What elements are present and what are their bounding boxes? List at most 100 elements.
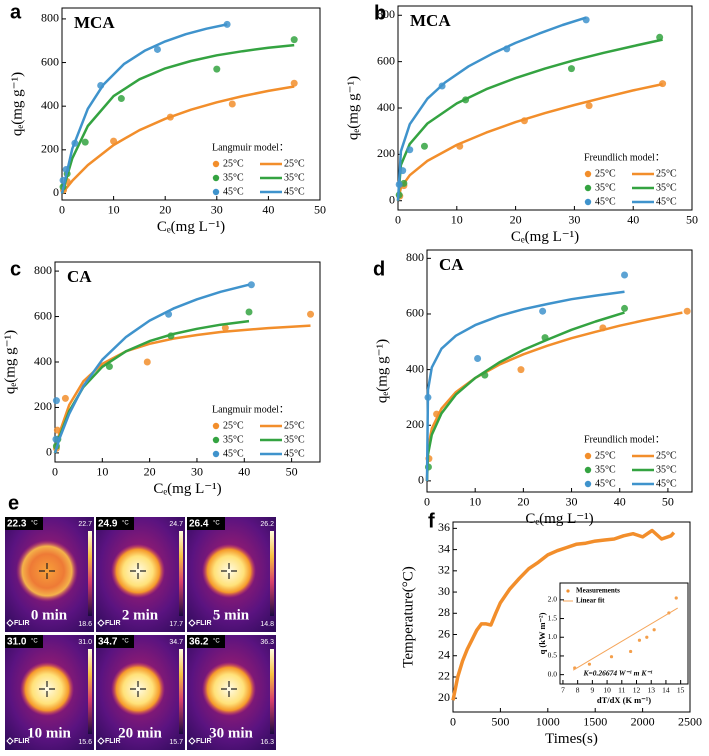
spot-box [187, 635, 225, 648]
spot-unit: °C [122, 521, 129, 527]
brand-name: FLIR [105, 738, 121, 745]
spot-box [96, 635, 134, 648]
legend-label: 45°C [595, 478, 616, 489]
spot-unit: °C [213, 521, 220, 527]
data-point [621, 304, 629, 312]
fit-curve [60, 23, 228, 194]
y-tick-label: 200 [41, 142, 59, 156]
data-point [52, 397, 60, 405]
data-point [683, 307, 691, 315]
data-point [539, 307, 547, 315]
time-label: 5 min [213, 607, 250, 623]
data-point [645, 635, 649, 639]
legend-marker [212, 422, 220, 430]
data-point [97, 81, 105, 89]
y-tick-label: 1.0 [548, 632, 558, 641]
y-tick-label: 24 [438, 647, 450, 661]
scale-min: 15.7 [169, 739, 183, 746]
x-axis-label: Cₑ(mg L⁻¹) [153, 481, 221, 497]
spot-temperature: 26.4 [189, 519, 209, 530]
data-point [609, 655, 614, 659]
data-point [165, 310, 173, 318]
brand-logo [6, 737, 14, 745]
fit-curve [396, 82, 663, 201]
x-tick-label: 9 [590, 685, 594, 694]
fit-curve [396, 38, 663, 201]
x-tick-label: 1000 [536, 715, 560, 729]
legend-label: 35°C [223, 434, 244, 445]
data-point [52, 435, 60, 443]
legend-title: Freundlich model： [584, 152, 665, 163]
scale-min: 14.8 [260, 621, 274, 628]
legend-label: 45°C [223, 186, 244, 197]
legend-label: 35°C [284, 434, 305, 445]
spot-temperature: 31.0 [7, 637, 27, 648]
y-tick-label: 1.5 [548, 613, 558, 622]
x-tick-label: 13 [647, 685, 655, 694]
x-tick-label: 1500 [583, 715, 607, 729]
panel-label: a [10, 1, 22, 23]
spot-box [5, 635, 43, 648]
brand-name: FLIR [14, 738, 30, 745]
y-tick-label: 600 [34, 308, 52, 322]
data-point [59, 176, 67, 184]
legend-label: 45°C [656, 196, 677, 207]
y-tick-label: 0 [389, 192, 395, 206]
time-label: 30 min [209, 725, 253, 741]
data-point [71, 139, 79, 147]
y-tick-label: 36 [438, 520, 450, 534]
data-point [629, 649, 633, 654]
x-tick-label: 40 [627, 213, 639, 227]
data-point [659, 80, 667, 88]
x-tick-label: 10 [603, 685, 611, 694]
plot-frame [54, 261, 321, 463]
data-point [110, 137, 118, 145]
y-axis-label: q (kW m⁻²) [537, 612, 547, 654]
legend-label: 35°C [284, 172, 305, 183]
y-tick-label: 400 [41, 98, 59, 112]
y-tick-label: 0.0 [548, 669, 558, 678]
data-point [245, 308, 253, 316]
data-point [153, 45, 161, 53]
legend-label: 45°C [656, 478, 677, 489]
x-tick-label: 50 [662, 495, 674, 509]
time-label: 10 min [27, 725, 71, 741]
data-point [503, 45, 511, 53]
y-tick-label: 200 [377, 146, 395, 160]
spot-temperature: 24.9 [98, 519, 118, 530]
data-point [481, 371, 489, 379]
x-tick-label: 500 [491, 715, 509, 729]
x-tick-label: 2000 [631, 715, 655, 729]
data-point [290, 79, 298, 87]
data-point [438, 82, 446, 90]
legend-label: 35°C [656, 182, 677, 193]
x-tick-label: 30 [566, 495, 578, 509]
legend-marker [212, 174, 220, 182]
y-tick-label: 800 [34, 263, 52, 277]
x-axis-label: Cₑ(mg L⁻¹) [511, 229, 579, 245]
inset-background [560, 583, 688, 684]
heated-sample [202, 662, 256, 716]
panel-label: b [374, 2, 386, 24]
scale-max: 22.7 [78, 521, 92, 528]
y-tick-label: 22 [438, 669, 450, 683]
y-tick-label: 200 [406, 417, 424, 431]
data-point [424, 393, 432, 401]
plot-frame [559, 582, 689, 685]
legend-label: 35°C [223, 172, 244, 183]
data-point [395, 181, 403, 188]
panel-label: d [373, 258, 385, 280]
x-tick-label: 11 [618, 685, 625, 694]
legend-label: 45°C [595, 196, 616, 207]
legend-label: 45°C [284, 186, 305, 197]
data-point [585, 102, 593, 110]
x-tick-label: 15 [677, 685, 685, 694]
data-point [674, 596, 678, 600]
x-tick-label: 30 [191, 465, 203, 479]
x-tick-label: 30 [568, 213, 580, 227]
x-axis-label: Cₑ(mg L⁻¹) [157, 219, 225, 235]
spot-box [96, 517, 134, 530]
legend-marker [212, 188, 220, 196]
scale-min: 17.7 [169, 621, 183, 628]
fit-curve [425, 311, 683, 481]
